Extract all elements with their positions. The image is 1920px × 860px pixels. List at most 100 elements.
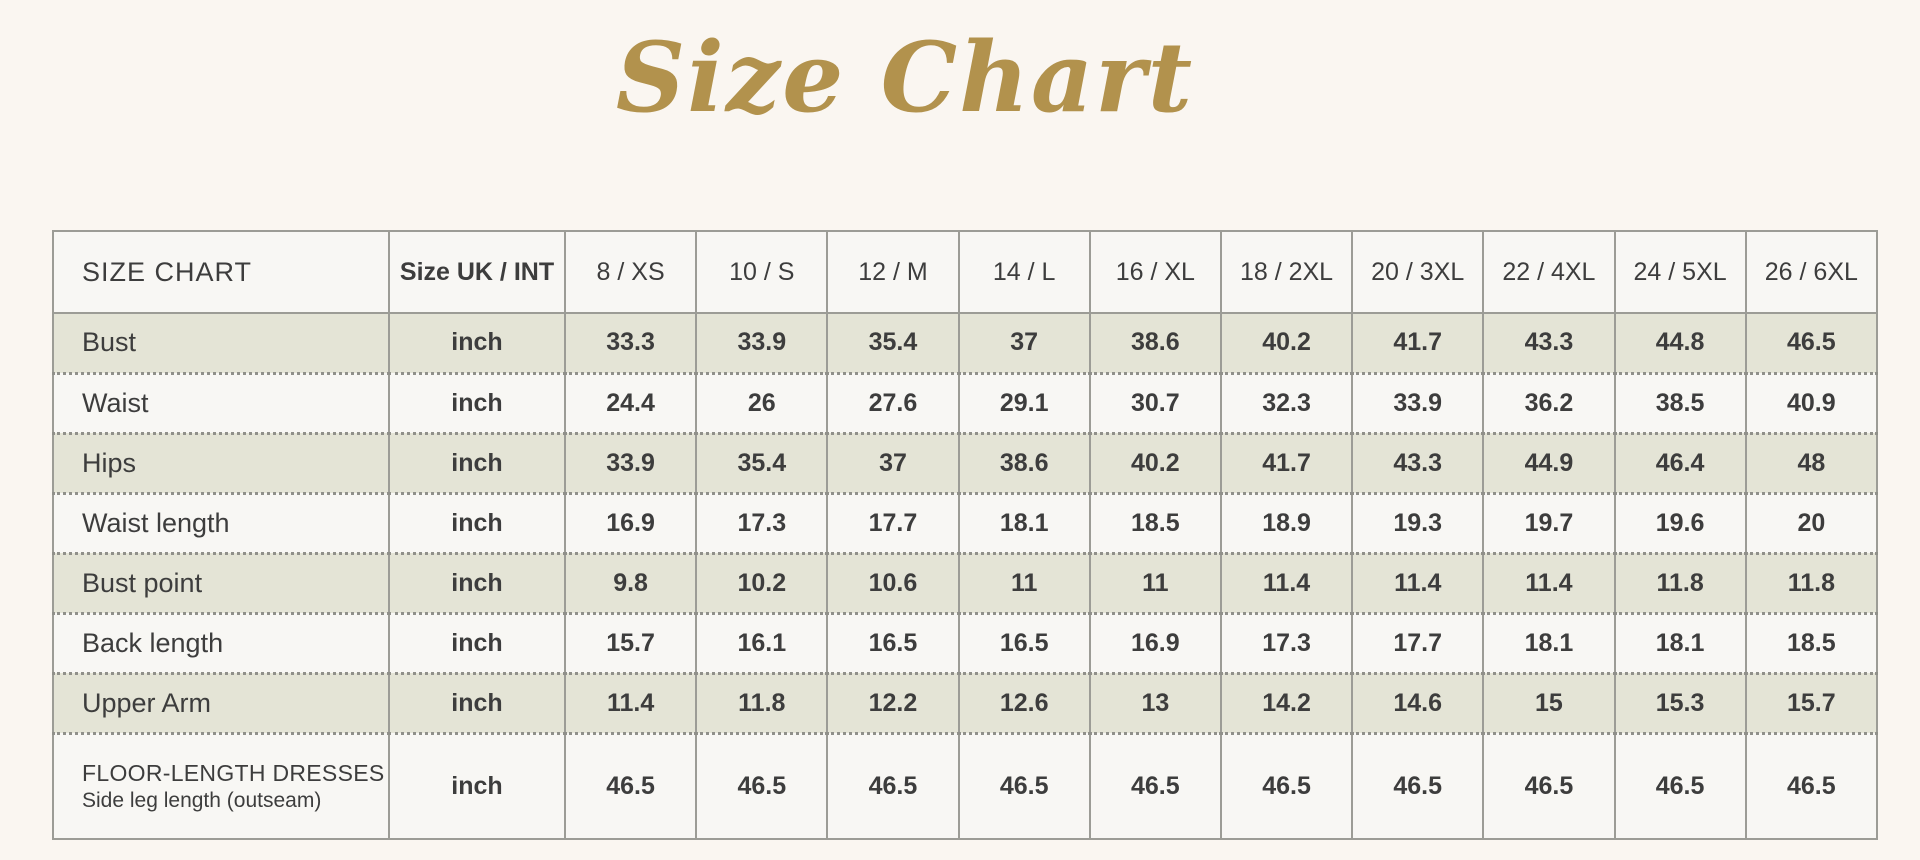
measurement-value-cell: 9.8 [563,553,698,613]
measurement-label: Bust [82,327,137,358]
measurement-value-cell: 18.1 [1482,613,1616,673]
table-row: Waist length inch 16.9 17.3 17.7 18.1 18.5 18.9… [52,493,1879,553]
measurement-label-cell: Bust point [52,553,390,613]
measurement-value-cell: 33.3 [563,313,698,373]
measurement-label-cell: Hips [52,433,390,493]
measurement-value-cell: 18.9 [1219,493,1354,553]
measurement-value-cell: 46.5 [1613,733,1747,839]
measurement-value-cell: 37 [957,313,1091,373]
unit-cell: inch [388,313,566,373]
measurement-value-cell: 46.5 [1744,313,1879,373]
measurement-value-cell: 17.7 [1351,613,1485,673]
measurement-value-cell: 46.5 [957,733,1091,839]
measurement-value-cell: 16.1 [695,613,829,673]
measurement-label: Back length [82,627,224,658]
measurement-value-cell: 35.4 [695,433,829,493]
table-row: Bust inch 33.3 33.9 35.4 37 38.6 40.2 41.7 43.3 44… [52,313,1879,373]
measurement-value-cell: 11 [1088,553,1222,613]
measurement-value-cell: 46.5 [1088,733,1222,839]
measurement-value-cell: 46.5 [1351,733,1485,839]
size-chart-table-container: SIZE CHART Size UK / INT 8 / XS 10 / S 12 … [52,230,1879,840]
measurement-value-cell: 26 [695,373,829,433]
measurement-value-cell: 20 [1744,493,1879,553]
measurement-value-cell: 11.4 [1482,553,1616,613]
size-column-header: 14 / L [957,231,1091,313]
measurement-label-cell: Upper Arm [52,673,390,733]
measurement-value-cell: 19.6 [1613,493,1747,553]
table-body: Bust inch 33.3 33.9 35.4 37 38.6 40.2 41.7 43.3 44… [52,313,1879,839]
measurement-value-cell: 48 [1744,433,1879,493]
measurement-value-cell: 15.7 [563,613,698,673]
measurement-value-cell: 24.4 [563,373,698,433]
measurement-value-cell: 12.2 [826,673,960,733]
measurement-value-cell: 15.3 [1613,673,1747,733]
unit-cell: inch [388,733,566,839]
measurement-value-cell: 11.4 [1219,553,1354,613]
table-row: Bust point inch 9.8 10.2 10.6 11 11 11.4 11.4 11.… [52,553,1879,613]
measurement-value-cell: 44.9 [1482,433,1616,493]
measurement-value-cell: 43.3 [1482,313,1616,373]
measurement-value-cell: 18.5 [1744,613,1879,673]
measurement-label: Hips [82,447,137,478]
measurement-sublabel: Side leg length (outseam) [82,788,322,812]
unit-cell: inch [388,613,566,673]
size-chart-table: SIZE CHART Size UK / INT 8 / XS 10 / S 12 … [52,230,1879,840]
table-row: Hips inch 33.9 35.4 37 38.6 40.2 41.7 43.3 44.9 46… [52,433,1879,493]
unit-cell: inch [388,373,566,433]
unit-cell: inch [388,493,566,553]
measurement-value-cell: 40.9 [1744,373,1879,433]
measurement-value-cell: 44.8 [1613,313,1747,373]
size-column-header: 8 / XS [563,231,698,313]
measurement-label: Waist [82,387,149,418]
measurement-value-cell: 46.5 [1219,733,1354,839]
corner-header-cell: SIZE CHART [52,231,390,313]
measurement-value-cell: 18.5 [1088,493,1222,553]
measurement-value-cell: 32.3 [1219,373,1354,433]
measurement-label-cell: Waist [52,373,390,433]
measurement-label: Waist length [82,507,230,538]
measurement-value-cell: 46.5 [826,733,960,839]
measurement-value-cell: 16.9 [563,493,698,553]
measurement-value-cell: 33.9 [695,313,829,373]
measurement-label-cell: Back length [52,613,390,673]
measurement-value-cell: 46.5 [1482,733,1616,839]
size-column-header: 12 / M [826,231,960,313]
measurement-value-cell: 46.4 [1613,433,1747,493]
measurement-label-cell: Bust [52,313,390,373]
measurement-value-cell: 10.6 [826,553,960,613]
measurement-value-cell: 17.3 [695,493,829,553]
measurement-value-cell: 11 [957,553,1091,613]
size-column-header: 24 / 5XL [1613,231,1747,313]
measurement-value-cell: 14.2 [1219,673,1354,733]
measurement-value-cell: 41.7 [1219,433,1354,493]
measurement-value-cell: 15 [1482,673,1616,733]
table-row: Upper Arm inch 11.4 11.8 12.2 12.6 13 14.2 14.6 1… [52,673,1879,733]
measurement-label: Bust point [82,567,203,598]
measurement-label: FLOOR-LENGTH DRESSES [82,759,385,786]
table-header: SIZE CHART Size UK / INT 8 / XS 10 / S 12 … [52,231,1879,313]
measurement-value-cell: 33.9 [1351,373,1485,433]
table-row: Waist inch 24.4 26 27.6 29.1 30.7 32.3 33.9 36.2 3… [52,373,1879,433]
measurement-value-cell: 46.5 [695,733,829,839]
measurement-value-cell: 17.3 [1219,613,1354,673]
unit-cell: inch [388,673,566,733]
table-row: Back length inch 15.7 16.1 16.5 16.5 16.9 17.3 1… [52,613,1879,673]
measurement-value-cell: 12.6 [957,673,1091,733]
size-column-header: 22 / 4XL [1482,231,1616,313]
measurement-value-cell: 33.9 [563,433,698,493]
measurement-value-cell: 17.7 [826,493,960,553]
measurement-value-cell: 11.8 [1613,553,1747,613]
measurement-value-cell: 15.7 [1744,673,1879,733]
measurement-value-cell: 37 [826,433,960,493]
measurement-value-cell: 11.4 [563,673,698,733]
measurement-value-cell: 41.7 [1351,313,1485,373]
measurement-value-cell: 38.6 [1088,313,1222,373]
measurement-value-cell: 46.5 [1744,733,1879,839]
measurement-value-cell: 11.4 [1351,553,1485,613]
measurement-value-cell: 29.1 [957,373,1091,433]
measurement-label-cell: Waist length [52,493,390,553]
measurement-value-cell: 36.2 [1482,373,1616,433]
measurement-value-cell: 13 [1088,673,1222,733]
measurement-value-cell: 14.6 [1351,673,1485,733]
